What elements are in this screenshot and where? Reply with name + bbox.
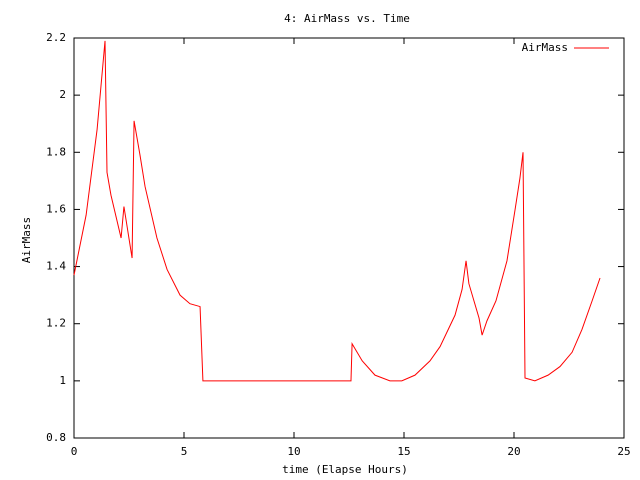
x-tick-label: 5	[181, 445, 188, 458]
x-tick-label: 10	[287, 445, 300, 458]
x-tick-label: 0	[71, 445, 78, 458]
y-tick-label: 2	[59, 88, 66, 101]
y-tick-label: 2.2	[46, 31, 66, 44]
x-tick-label: 15	[397, 445, 410, 458]
x-axis-label: time (Elapse Hours)	[282, 463, 408, 476]
y-axis-label: AirMass	[20, 217, 33, 263]
y-tick-label: 1	[59, 374, 66, 387]
data-line	[73, 40, 601, 382]
legend-label: AirMass	[522, 41, 568, 54]
y-tick-label: 1.8	[46, 145, 66, 158]
x-tick-label: 20	[507, 445, 520, 458]
y-tick-label: 1.6	[46, 202, 66, 215]
plot-border	[73, 37, 625, 439]
y-tick-label: 1.2	[46, 317, 66, 330]
x-tick-label: 25	[617, 445, 630, 458]
y-tick-label: 0.8	[46, 431, 66, 444]
chart-title: 4: AirMass vs. Time	[284, 12, 410, 25]
y-tick-label: 1.4	[46, 260, 66, 273]
